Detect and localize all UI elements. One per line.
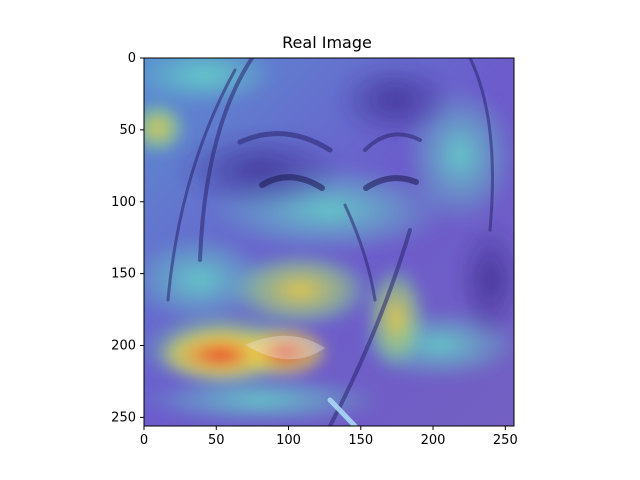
x-tick-label: 0 <box>140 433 148 448</box>
hair-strand <box>166 68 237 302</box>
lips <box>245 335 325 360</box>
heatmap-region <box>144 58 275 105</box>
y-tick-label: 150 <box>111 267 136 282</box>
heatmap-region <box>335 60 455 140</box>
heatmap-hotspot <box>240 326 330 378</box>
heatmap-hotspot <box>144 100 188 156</box>
heatmap-region <box>455 220 514 340</box>
chart-title: Real Image <box>282 33 372 52</box>
eyebrow-left <box>237 131 333 153</box>
nose-line <box>343 203 377 302</box>
x-tick-label: 100 <box>276 433 301 448</box>
x-tick-label: 250 <box>493 433 518 448</box>
x-tick-label: 150 <box>348 433 373 448</box>
jaw-line <box>328 228 412 426</box>
hair-strand <box>468 58 494 232</box>
hair-strand <box>198 58 254 262</box>
eye-left <box>259 174 325 191</box>
heatmap-image <box>144 58 514 426</box>
y-tick-label: 0 <box>128 51 136 66</box>
y-tick-label: 200 <box>111 339 136 354</box>
eye-right <box>363 175 419 191</box>
heatmap-hotspot <box>364 263 428 373</box>
y-tick-label: 250 <box>111 410 136 425</box>
x-tick-label: 200 <box>421 433 446 448</box>
y-tick-label: 50 <box>119 123 136 138</box>
eyebrow-right <box>363 132 422 152</box>
plot-frame <box>143 57 515 427</box>
y-tick-label: 100 <box>111 195 136 210</box>
face-features <box>166 58 494 426</box>
collar-line <box>327 397 358 426</box>
heatmap-region <box>175 130 345 210</box>
axis-ticks: 0 50 100 150 200 250 0 50 100 150 200 250 <box>111 51 518 448</box>
x-tick-label: 50 <box>208 433 225 448</box>
heatmap-hotspot <box>225 250 375 330</box>
